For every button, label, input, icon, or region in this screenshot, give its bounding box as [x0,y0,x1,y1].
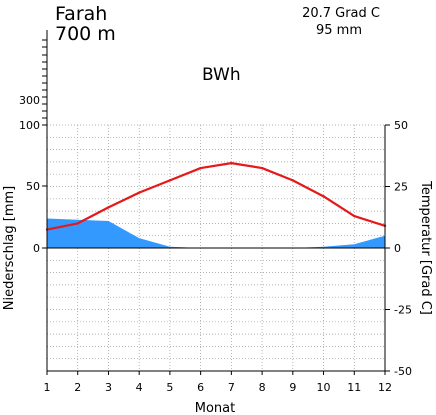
x-tick-label: 8 [259,381,266,394]
x-tick-label: 1 [44,381,51,394]
x-tick-label: 4 [136,381,143,394]
x-tick-label: 2 [74,381,81,394]
y-left-tick-label: 300 [19,94,40,107]
x-tick-label: 10 [317,381,331,394]
precipitation-area [47,218,385,248]
x-tick-label: 6 [197,381,204,394]
temperature-point [260,166,264,170]
y-right-tick-label: 0 [394,242,401,255]
x-tick-label: 9 [289,381,296,394]
x-tick-label: 11 [347,381,361,394]
temperature-line [46,162,386,231]
y-right-tick-label: -50 [394,365,412,378]
y-right-tick-label: -25 [394,304,412,317]
temperature-point [322,195,325,198]
temperature-point [168,179,172,182]
x-tick-label: 5 [166,381,173,394]
x-tick-label: 7 [228,381,235,394]
x-tick-label: 12 [378,381,392,394]
station-name: Farah [55,3,107,25]
climate-classification: BWh [202,65,241,85]
temperature-point [199,166,202,170]
y-left-tick-label: 0 [33,242,40,255]
y-right-tick-label: 25 [394,181,408,194]
axes [42,30,390,375]
temperature-point [230,161,233,165]
temperature-point [137,191,141,194]
precipitation-series [47,218,385,248]
x-tick-label: 3 [105,381,112,394]
y-right-tick-label: 50 [394,119,408,132]
mean-temperature: 20.7 Grad C [302,6,380,21]
temperature-point [76,222,79,225]
y-axis-left-title: Niederschlag [mm] [2,186,17,311]
temperature-series [45,161,387,231]
station-elevation: 700 m [55,23,116,45]
temperature-point [107,206,110,209]
annual-precipitation: 95 mm [316,23,362,38]
temperature-point [291,179,295,182]
grid [46,124,386,372]
x-axis-title: Monat [195,401,235,415]
y-axis-right-title: Temperatur [Grad C] [418,180,433,315]
y-left-tick-label: 100 [19,119,40,132]
temperature-point [353,214,356,218]
y-left-tick-label: 50 [26,180,40,193]
